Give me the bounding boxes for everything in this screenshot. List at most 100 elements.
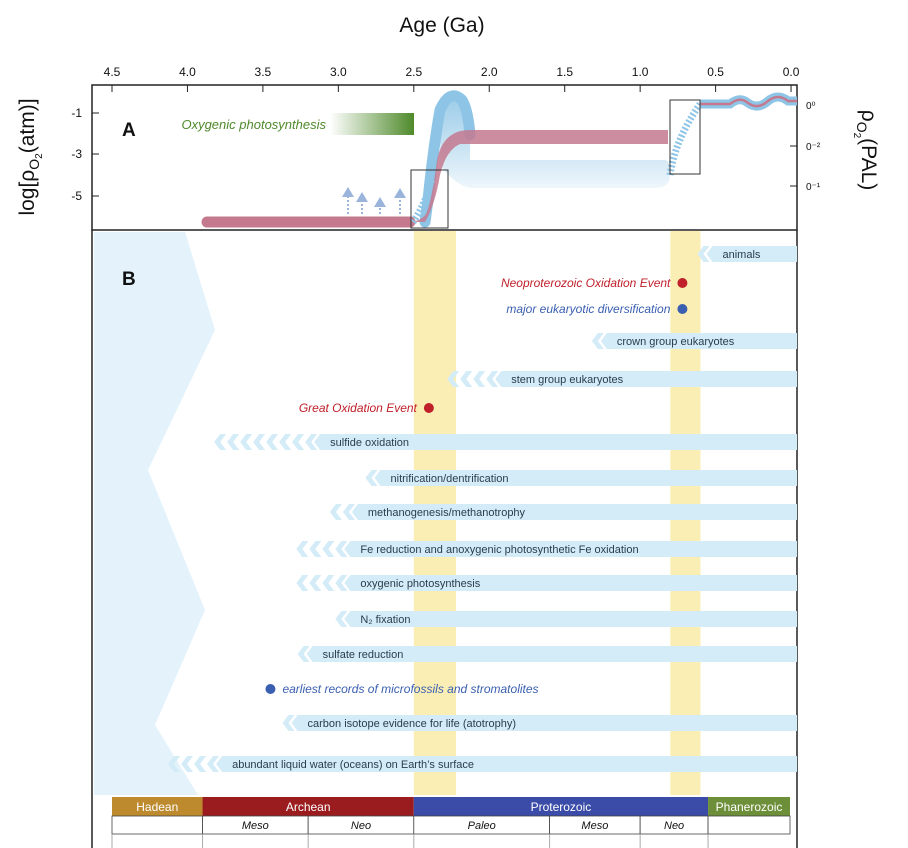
bar-chevron-icon	[266, 434, 279, 450]
x-tick-label: 1.0	[632, 65, 649, 79]
bar-chevron-icon	[335, 541, 348, 557]
timeline-bar: nitrification/dentrification	[365, 470, 797, 486]
bar-chevron-icon	[207, 756, 220, 772]
era-label: Meso	[581, 820, 608, 832]
bar-body	[216, 756, 797, 772]
bar-chevron-icon	[365, 470, 378, 486]
bar-label: stem group eukaryotes	[511, 374, 623, 386]
dashed-arrow-icon	[394, 188, 406, 214]
event-label: Great Oxidation Event	[299, 401, 418, 415]
oxygenic-photosynthesis-bar	[330, 113, 414, 135]
era-label: Neo	[664, 820, 684, 832]
bar-chevron-icon	[240, 434, 253, 450]
bar-chevron-icon	[194, 756, 207, 772]
eon-segment	[202, 797, 414, 816]
era-label: Neo	[351, 820, 371, 832]
bar-chevron-icon	[697, 246, 710, 262]
hadean-water-wedge	[94, 232, 215, 795]
eon-segment	[413, 797, 709, 816]
bar-chevron-icon	[335, 575, 348, 591]
timeline-bar: oxygenic photosynthesis	[296, 575, 797, 591]
x-tick-label: 1.5	[556, 65, 573, 79]
x-axis-title: Age (Ga)	[399, 14, 484, 37]
timeline-bar: abundant liquid water (oceans) on Earth’…	[168, 756, 797, 772]
bar-body	[351, 504, 797, 520]
event-dot	[677, 278, 688, 288]
era-segment	[111, 815, 203, 835]
timeline-bar: animals	[697, 246, 797, 262]
bar-chevron-icon	[342, 504, 355, 520]
bar-label: crown group eukaryotes	[617, 336, 735, 348]
eon-bar: Hadean Archean Proterozoic Phanerozoic	[112, 797, 790, 816]
era-label: Paleo	[468, 820, 496, 832]
era-segment	[707, 815, 791, 835]
timeline-bar: sulfide oxidation	[214, 434, 797, 450]
svg-text:log[ρO2(atm)]: log[ρO2(atm)]	[16, 98, 45, 215]
bar-body	[344, 611, 797, 627]
left-y-axis-ticks: -1 -3 -5	[71, 106, 99, 203]
panel-b: animals crown group eukaryotes stem group …	[94, 231, 797, 795]
eon-label: Proterozoic	[531, 800, 592, 814]
event-label: earliest records of microfossils and str…	[282, 682, 538, 696]
phanerozoic-curve-core	[700, 95, 797, 108]
dashed-arrow-icon	[356, 192, 368, 214]
bar-label: sulfate reduction	[323, 649, 404, 661]
timeline-bar: stem group eukaryotes	[447, 371, 797, 387]
bar-label: nitrification/dentrification	[391, 473, 509, 485]
eon-label: Hadean	[136, 800, 178, 814]
left-y-axis-label: log[ρO2(atm)]	[16, 98, 45, 215]
x-tick-label: 0.5	[707, 65, 724, 79]
bar-label: sulfide oxidation	[330, 437, 409, 449]
bar-chevron-icon	[297, 646, 310, 662]
noe-box	[669, 99, 701, 175]
eon-segment	[708, 797, 790, 816]
y-left-tick-label: -5	[71, 189, 82, 203]
bar-chevron-icon	[253, 434, 266, 450]
x-tick-label: 3.0	[330, 65, 347, 79]
neo-rise-dotted	[666, 102, 703, 176]
bar-chevron-icon	[168, 756, 181, 772]
bar-chevron-icon	[335, 611, 348, 627]
panel-b-letter: B	[122, 269, 136, 290]
bar-body	[706, 246, 797, 262]
timeline-bar: Fe reduction and anoxygenic photosynthet…	[296, 541, 797, 557]
x-axis-ticks: 4.5 4.0 3.5 3.0 2.5 2.0 1.5 1.0 0.5 0.0	[104, 65, 800, 92]
era-label: Meso	[242, 820, 269, 832]
panel-a-letter: A	[122, 120, 136, 141]
dashed-arrow-icon	[342, 187, 354, 214]
bar-chevron-icon	[305, 434, 318, 450]
x-tick-label: 0.0	[783, 65, 800, 79]
bar-chevron-icon	[309, 575, 322, 591]
bar-chevron-icon	[473, 371, 486, 387]
event-label: Neoproterozoic Oxidation Event	[501, 276, 671, 290]
x-tick-label: 2.5	[405, 65, 422, 79]
bar-body	[495, 371, 797, 387]
bar-chevron-icon	[486, 371, 499, 387]
bar-body	[600, 333, 797, 349]
bar-chevron-icon	[279, 434, 292, 450]
bar-body	[344, 575, 797, 591]
y-left-tick-label: -1	[71, 106, 82, 120]
bar-chevron-icon	[282, 715, 295, 731]
bar-body	[306, 646, 797, 662]
bar-chevron-icon	[214, 434, 227, 450]
timeline-bar: N₂ fixation	[335, 611, 797, 627]
bar-chevron-icon	[460, 371, 473, 387]
bar-chevron-icon	[296, 541, 309, 557]
bar-label: carbon isotope evidence for life (atotro…	[308, 718, 517, 730]
bar-label: N₂ fixation	[360, 614, 410, 626]
timeline-bar: sulfate reduction	[297, 646, 797, 662]
oxygen-curves	[201, 90, 797, 229]
event-dot	[677, 304, 688, 314]
bar-label: Fe reduction and anoxygenic photosynthet…	[360, 544, 638, 556]
high-estimate-blob	[440, 94, 670, 188]
right-y-axis-label: ρO2(PAL)	[851, 110, 880, 191]
event-label: major eukaryotic diversification	[506, 302, 670, 316]
timeline-bar: carbon isotope evidence for life (atotro…	[282, 715, 797, 731]
bar-label: methanogenesis/methanotrophy	[368, 507, 526, 519]
bar-chevron-icon	[591, 333, 604, 349]
x-tick-label: 4.5	[104, 65, 121, 79]
bar-label: animals	[723, 249, 761, 261]
y-right-tick-label: 0⁻²	[806, 142, 821, 153]
